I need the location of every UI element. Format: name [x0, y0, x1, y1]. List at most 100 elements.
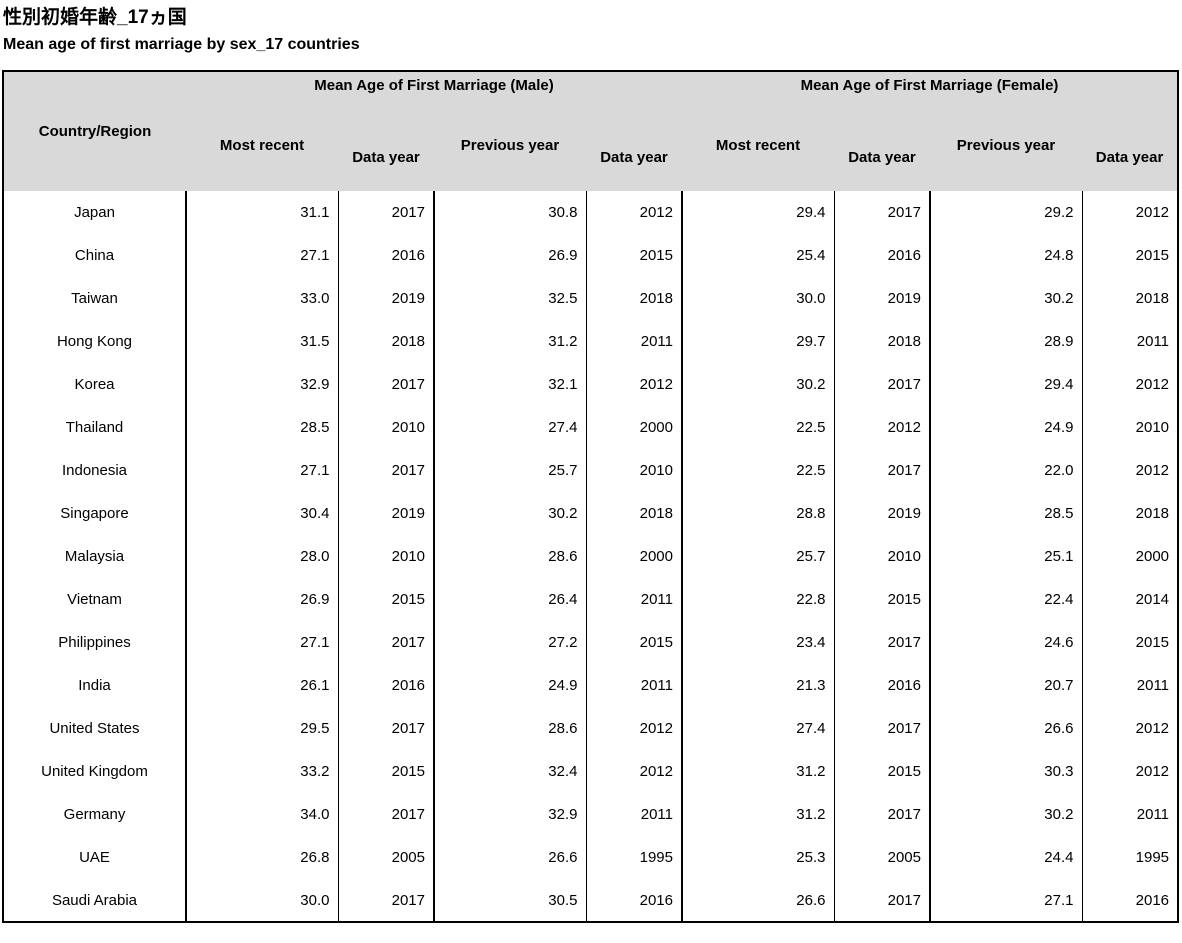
female-previous-data-year-cell: 2012	[1082, 707, 1180, 750]
female-previous-data-year-cell: 2010	[1082, 406, 1180, 449]
male-most-recent-cell: 32.9	[186, 363, 339, 406]
subheader-female-data-year-2: Data year	[1082, 123, 1179, 191]
male-data-year-cell: 2016	[338, 664, 435, 707]
table-row: India 26.1 2016 24.9 2011 21.3 2016 20.7…	[2, 664, 1180, 707]
female-previous-data-year-cell: 2011	[1082, 664, 1180, 707]
male-data-year-cell: 2018	[338, 320, 435, 363]
male-most-recent-cell: 28.0	[186, 535, 339, 578]
female-most-recent-cell: 25.7	[682, 535, 835, 578]
male-previous-data-year-cell: 2000	[586, 535, 683, 578]
male-previous-data-year-cell: 2012	[586, 707, 683, 750]
country-cell: Singapore	[2, 492, 187, 535]
male-most-recent-cell: 27.1	[186, 449, 339, 492]
male-previous-year-cell: 28.6	[434, 707, 587, 750]
female-previous-data-year-cell: 2000	[1082, 535, 1180, 578]
female-data-year-cell: 2016	[834, 664, 931, 707]
subheader-male-previous-year: Previous year	[434, 99, 586, 191]
female-previous-data-year-cell: 2012	[1082, 363, 1180, 406]
table-row: Japan 31.1 2017 30.8 2012 29.4 2017 29.2…	[2, 191, 1180, 234]
male-most-recent-cell: 31.5	[186, 320, 339, 363]
header-spacer	[586, 99, 682, 123]
table-row: Vietnam 26.9 2015 26.4 2011 22.8 2015 22…	[2, 578, 1180, 621]
female-most-recent-cell: 21.3	[682, 664, 835, 707]
male-previous-year-cell: 24.9	[434, 664, 587, 707]
male-previous-year-cell: 27.4	[434, 406, 587, 449]
male-data-year-cell: 2019	[338, 492, 435, 535]
male-previous-data-year-cell: 2012	[586, 191, 683, 234]
male-most-recent-cell: 26.8	[186, 836, 339, 879]
female-most-recent-cell: 25.4	[682, 234, 835, 277]
male-previous-data-year-cell: 2011	[586, 320, 683, 363]
male-data-year-cell: 2017	[338, 363, 435, 406]
male-previous-data-year-cell: 2010	[586, 449, 683, 492]
table-row: Taiwan 33.0 2019 32.5 2018 30.0 2019 30.…	[2, 277, 1180, 320]
female-previous-data-year-cell: 2012	[1082, 449, 1180, 492]
female-most-recent-cell: 23.4	[682, 621, 835, 664]
female-previous-year-cell: 28.5	[930, 492, 1083, 535]
female-data-year-cell: 2017	[834, 793, 931, 836]
male-data-year-cell: 2016	[338, 234, 435, 277]
subheader-male-most-recent: Most recent	[186, 99, 338, 191]
male-data-year-cell: 2017	[338, 879, 435, 922]
marriage-age-table: Country/Region Mean Age of First Marriag…	[2, 70, 1180, 923]
page-title: 性別初婚年齢_17ヵ国	[3, 7, 187, 28]
male-previous-year-cell: 28.6	[434, 535, 587, 578]
male-most-recent-cell: 26.1	[186, 664, 339, 707]
female-previous-year-cell: 30.2	[930, 793, 1083, 836]
male-previous-year-cell: 32.4	[434, 750, 587, 793]
female-previous-year-cell: 29.4	[930, 363, 1083, 406]
country-cell: Vietnam	[2, 578, 187, 621]
male-most-recent-cell: 27.1	[186, 234, 339, 277]
male-previous-data-year-cell: 2011	[586, 664, 683, 707]
female-most-recent-cell: 28.8	[682, 492, 835, 535]
group-header-female: Mean Age of First Marriage (Female)	[682, 71, 1179, 99]
female-data-year-cell: 2005	[834, 836, 931, 879]
female-data-year-cell: 2017	[834, 621, 931, 664]
male-previous-data-year-cell: 2011	[586, 793, 683, 836]
female-previous-data-year-cell: 2016	[1082, 879, 1180, 922]
female-previous-year-cell: 24.6	[930, 621, 1083, 664]
subheader-female-most-recent: Most recent	[682, 99, 834, 191]
female-previous-year-cell: 20.7	[930, 664, 1083, 707]
country-cell: Saudi Arabia	[2, 879, 187, 922]
male-previous-year-cell: 26.9	[434, 234, 587, 277]
male-previous-data-year-cell: 2018	[586, 492, 683, 535]
female-most-recent-cell: 25.3	[682, 836, 835, 879]
male-data-year-cell: 2005	[338, 836, 435, 879]
table-row: Korea 32.9 2017 32.1 2012 30.2 2017 29.4…	[2, 363, 1180, 406]
country-cell: UAE	[2, 836, 187, 879]
male-previous-year-cell: 26.4	[434, 578, 587, 621]
male-previous-data-year-cell: 2016	[586, 879, 683, 922]
female-previous-data-year-cell: 2011	[1082, 320, 1180, 363]
female-most-recent-cell: 26.6	[682, 879, 835, 922]
female-previous-data-year-cell: 2018	[1082, 492, 1180, 535]
female-previous-data-year-cell: 2012	[1082, 750, 1180, 793]
male-previous-data-year-cell: 2011	[586, 578, 683, 621]
male-previous-year-cell: 30.8	[434, 191, 587, 234]
country-cell: Hong Kong	[2, 320, 187, 363]
country-cell: Japan	[2, 191, 187, 234]
table-row: Indonesia 27.1 2017 25.7 2010 22.5 2017 …	[2, 449, 1180, 492]
country-cell: Thailand	[2, 406, 187, 449]
female-most-recent-cell: 30.0	[682, 277, 835, 320]
female-previous-data-year-cell: 2012	[1082, 191, 1180, 234]
female-previous-data-year-cell: 2015	[1082, 621, 1180, 664]
male-previous-year-cell: 32.9	[434, 793, 587, 836]
female-data-year-cell: 2019	[834, 277, 931, 320]
male-data-year-cell: 2017	[338, 621, 435, 664]
female-previous-year-cell: 25.1	[930, 535, 1083, 578]
table-row: Singapore 30.4 2019 30.2 2018 28.8 2019 …	[2, 492, 1180, 535]
female-previous-year-cell: 24.4	[930, 836, 1083, 879]
male-previous-data-year-cell: 2000	[586, 406, 683, 449]
female-previous-data-year-cell: 2015	[1082, 234, 1180, 277]
table-row: UAE 26.8 2005 26.6 1995 25.3 2005 24.4 1…	[2, 836, 1180, 879]
female-data-year-cell: 2012	[834, 406, 931, 449]
table-row: Saudi Arabia 30.0 2017 30.5 2016 26.6 20…	[2, 879, 1180, 922]
male-data-year-cell: 2010	[338, 535, 435, 578]
female-data-year-cell: 2018	[834, 320, 931, 363]
table-row: Germany 34.0 2017 32.9 2011 31.2 2017 30…	[2, 793, 1180, 836]
male-data-year-cell: 2017	[338, 191, 435, 234]
female-data-year-cell: 2017	[834, 191, 931, 234]
country-cell: Taiwan	[2, 277, 187, 320]
